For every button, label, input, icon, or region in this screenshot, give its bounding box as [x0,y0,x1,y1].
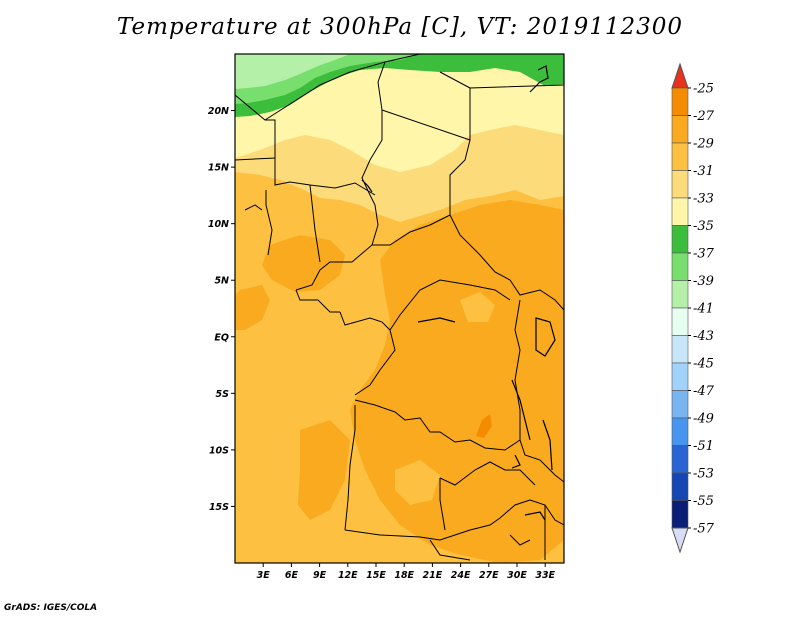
colorbar-swatch [671,362,689,391]
colorbar-label: -29 [693,137,714,152]
colorbar-label: -25 [693,82,714,97]
field-band-m32-patch2 [460,292,495,322]
temperature-field [235,54,564,563]
lat-tick-label: 15N [208,163,229,174]
colorbar-top-triangle [671,62,689,89]
colorbar-swatch [671,500,689,529]
lon-tick-label: 24E [451,570,471,581]
latitude-ticks: 20N 15N 10N 5N EQ 5S 10S 15S [208,106,235,513]
field-band-m30-west [262,235,345,292]
lon-tick-label: 27E [479,570,499,581]
colorbar-label: -41 [693,302,714,317]
longitude-ticks: 3E 6E 9E 12E 15E 18E 21E 24E 27E 30E 33E [257,563,556,581]
lat-tick-label: EQ [214,332,229,343]
field-band-m30-coast [235,285,270,330]
colorbar-label: -45 [693,357,714,372]
colorbar-swatch [671,170,689,199]
colorbar-swatch [671,445,689,474]
colorbar-swatch [671,335,689,364]
lakes-and-coast [361,65,556,521]
lon-tick-label: 33E [535,570,555,581]
lon-tick-label: 18E [394,570,414,581]
colorbar-label: -53 [693,467,714,482]
colorbar-label: -43 [693,329,714,344]
colorbar-label: -37 [693,247,715,262]
lat-tick-label: 5S [216,389,230,400]
lon-tick-label: 21E [423,570,443,581]
field-band-m32-patch [395,460,440,505]
lon-tick-label: 30E [507,570,527,581]
colorbar-label: -31 [693,164,714,179]
field-band-m40 [235,54,350,89]
colorbar-swatch [671,417,689,446]
colorbar-label: -57 [693,522,715,537]
lat-tick-label: 10S [209,445,229,456]
lat-tick-label: 15S [209,502,229,513]
field-band-m28-spot [476,414,492,438]
colorbar-swatch [671,87,689,116]
lon-tick-label: 15E [366,570,386,581]
colorbar-swatch [671,115,689,144]
colorbar-swatch [671,225,689,254]
grads-credit: GrADS: IGES/COLA [4,603,98,613]
colorbar-label: -39 [693,274,714,289]
lat-tick-label: 20N [208,106,229,117]
map-border [234,53,565,564]
colorbar-swatch [671,472,689,501]
lon-tick-label: 12E [338,570,358,581]
colorbar-swatch [671,252,689,281]
lon-tick-label: 9E [313,570,327,581]
colorbar-label: -55 [693,494,714,509]
lat-tick-label: 10N [208,219,229,230]
colorbar-label: -51 [693,439,714,454]
chart-title: Temperature at 300hPa [C], VT: 201911230… [116,14,684,40]
colorbar-swatch [671,142,689,171]
field-band-m30-south [298,420,350,520]
colorbar-swatch [671,197,689,226]
colorbar-label: -35 [693,219,714,234]
colorbar-label: -33 [693,192,714,207]
lat-tick-label: 5N [214,276,229,287]
colorbar-swatch [671,280,689,309]
lon-tick-label: 6E [285,570,299,581]
colorbar-swatch [671,390,689,419]
colorbar-label: -49 [693,412,714,427]
colorbar-label: -47 [693,384,715,399]
colorbar: -25 -27 -29 -31 -33 -35 -37 -39 -41 -43 -45 -47 -49 -… [671,62,715,554]
lon-tick-label: 3E [257,570,271,581]
country-borders [235,54,564,561]
colorbar-label: -27 [693,109,715,124]
colorbar-bottom-triangle [671,527,689,554]
colorbar-swatch [671,307,689,336]
